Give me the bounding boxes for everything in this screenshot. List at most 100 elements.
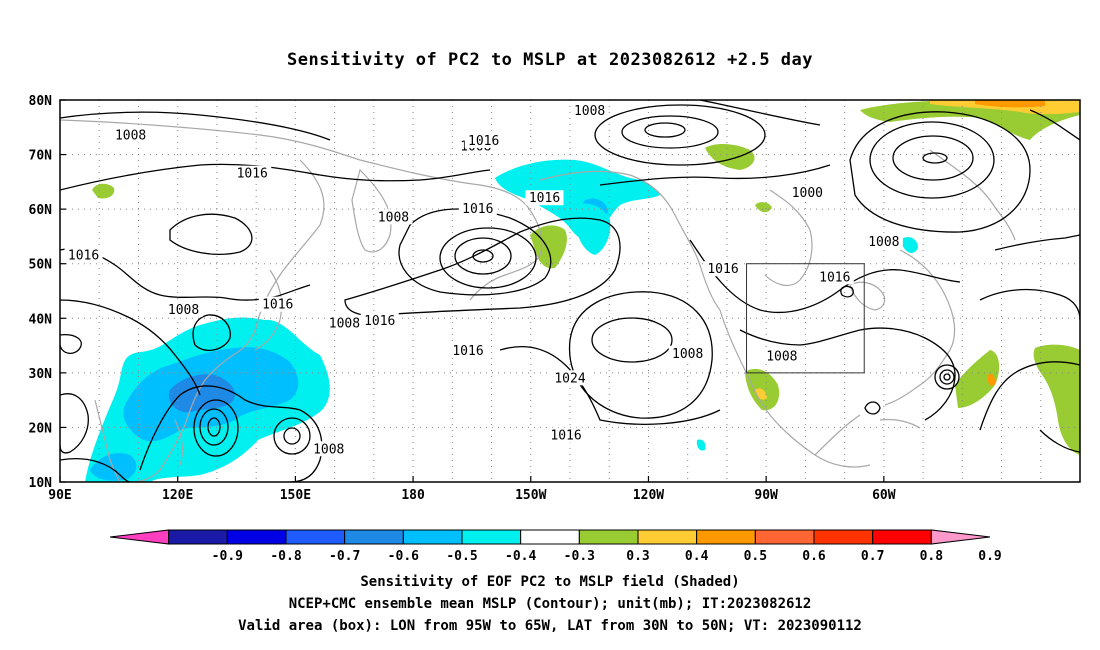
lon-tick-label: 150W [515, 488, 546, 503]
contour-arctic-top [699, 100, 821, 126]
coast-indochina [94, 399, 121, 482]
lat-tick-label: 30N [29, 367, 53, 382]
colorbar-swatch [637, 529, 698, 545]
coast-asia-north [60, 119, 543, 301]
contour-label-bg [464, 132, 503, 148]
contour-low-greenland-1 [922, 152, 948, 164]
lon-tick-label: 60W [872, 488, 896, 503]
contour-label-bg [325, 315, 364, 331]
mslp-contours [60, 100, 1080, 482]
lon-tick-label: 120E [162, 488, 193, 503]
contour-low-wpac-4 [283, 427, 301, 445]
plot-frame [59, 99, 1081, 483]
shade-neg-hawaii [696, 439, 706, 451]
contour-greenland-4 [849, 111, 1031, 233]
colorbar-swatch [578, 529, 639, 545]
contour-low-chukchi-1 [644, 122, 686, 138]
coast-east-asia [129, 159, 325, 482]
contour-label-bg [668, 345, 707, 361]
coast-east-na [884, 249, 956, 406]
contour-label: 1008 [115, 128, 146, 143]
latitude-labels: 80N 70N 60N 50N 40N 30N 20N 10N [29, 94, 66, 491]
contour-wpac-1008 [139, 385, 323, 482]
contour-label-bg [815, 269, 854, 285]
shade-neg-kamchatka [575, 203, 611, 255]
shade-neg-wpac-core [168, 374, 235, 413]
contour-atlantic-1016 [994, 234, 1080, 251]
contour-azores [1039, 429, 1080, 453]
colorbar-label: 0.5 [744, 549, 767, 564]
contour-label: 1016 [819, 270, 850, 285]
colorbar-label: -0.9 [212, 549, 243, 564]
contour-low-greenland-3 [869, 121, 995, 199]
colorbar-swatch [344, 529, 404, 545]
colorbar-swatch [754, 529, 815, 545]
contour-na-1016 [689, 239, 961, 314]
contour-label-bg [864, 233, 903, 249]
contour-label-bg [788, 184, 827, 200]
coast-philippines [174, 419, 184, 466]
contour-label: 1008 [313, 442, 344, 457]
contour-label: 1016 [262, 298, 293, 313]
contour-label-bg [164, 302, 203, 318]
contour-label-bg [570, 102, 609, 118]
contour-label-bg [360, 313, 399, 329]
lon-tick-label: 180 [401, 488, 425, 503]
contour-low-greenland-2 [892, 135, 974, 181]
contour-label: 1008 [672, 347, 703, 362]
contour-mid-atlantic [979, 361, 1080, 431]
coast-kamchatka [351, 168, 392, 253]
contour-label-bg [233, 165, 272, 181]
contour-label: 1016 [468, 134, 499, 149]
contour-asia-1016 [60, 163, 491, 191]
lat-tick-label: 40N [29, 312, 53, 327]
contour-label-bg [374, 209, 413, 225]
colorbar-label: 0.3 [626, 549, 649, 564]
contour-china-low [192, 314, 231, 351]
contour-label: 1016 [462, 202, 493, 217]
coast-cuba [879, 418, 921, 429]
sensitivity-shading [85, 100, 1080, 482]
shade-pos-canada [705, 144, 755, 170]
contour-na-1008 [739, 327, 956, 421]
colorbar-swatch [226, 529, 287, 545]
colorbar-label: -0.3 [564, 549, 595, 564]
colorbar-swatch [402, 529, 463, 545]
contour-label: 1008 [766, 349, 797, 364]
colorbar-label: 0.6 [802, 549, 826, 564]
lon-tick-label: 90E [48, 488, 71, 503]
colorbar-label: 0.9 [978, 549, 1001, 564]
colorbar-swatch [461, 529, 522, 545]
colorbar-min-triangle [109, 529, 170, 545]
contour-label-bg [449, 343, 487, 359]
lat-tick-label: 80N [29, 94, 53, 109]
contour-pacific-1016 [568, 291, 713, 419]
valid-area-box [746, 263, 865, 374]
contour-label-bg [525, 190, 564, 206]
shade-pos-hudson [755, 202, 772, 213]
contour-china-1008 [60, 299, 201, 396]
map-title: Sensitivity of PC2 to MSLP at 2023082612… [286, 50, 813, 70]
contour-label: 1016 [364, 314, 395, 329]
colorbar-label: -0.8 [270, 549, 301, 564]
contour-label-bg [704, 261, 742, 277]
lat-tick-label: 20N [29, 421, 53, 436]
contour-low-chukchi-2 [621, 115, 719, 149]
lon-tick-label: 120W [633, 488, 664, 503]
contour-label-bg [258, 296, 297, 312]
colorbar-swatch [285, 529, 346, 545]
colorbar-label: 0.7 [861, 549, 884, 564]
contour-label: 1008 [868, 235, 899, 250]
contour-label-bg [551, 370, 589, 386]
contour-na-low [840, 285, 854, 298]
contour-label: 1016 [68, 249, 99, 264]
caption-valid-area: Valid area (box): LON from 95W to 65W, L… [238, 618, 862, 634]
coast-mexico [814, 414, 861, 456]
lat-tick-label: 10N [29, 476, 53, 491]
contour-label: 1008 [168, 303, 199, 318]
contour-gulf-low [864, 401, 881, 415]
contour-arctic-right [1029, 109, 1080, 141]
colorbar-label: -0.7 [329, 549, 360, 564]
contour-china-1016 [60, 248, 311, 301]
contour-aleutian-5 [344, 217, 621, 317]
